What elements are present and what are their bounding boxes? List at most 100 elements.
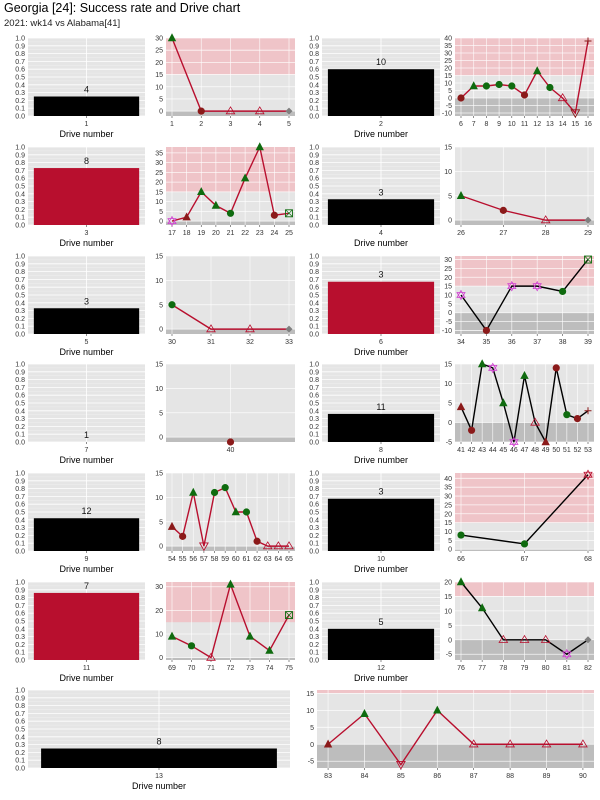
point-circle [573,415,582,423]
y-tick-label: 0.4 [309,408,319,415]
x-axis-title: Drive number [59,347,113,357]
y-tick-label: 0.4 [15,517,25,524]
y-tick-label: 5 [448,401,452,408]
y-tick-label: 25 [444,502,452,509]
y-tick-label: 0.9 [309,587,319,594]
y-tick-label: 0.4 [309,82,319,89]
point-diamond [584,636,592,644]
y-tick-label: 0.0 [309,658,319,665]
bar-count-label: 5 [378,617,383,627]
bar-panel-drive-10: 0.00.10.20.30.40.50.60.70.80.91.0 3 10Driv… [309,471,440,574]
point-star [562,648,572,658]
y-tick-label: 0.6 [15,176,25,183]
drive-line [460,195,588,221]
y-tick-label: 30 [155,160,163,167]
point-circle [187,642,196,650]
x-tick-label: 5 [85,339,89,346]
y-tick-label: 0.7 [309,603,319,610]
point-triangle [240,173,250,182]
point-circle [520,91,529,99]
point-triangle [541,437,550,446]
y-tick-label: 0.3 [15,199,25,206]
point-triangle [477,359,487,368]
y-tick-label: 30 [444,51,452,58]
x-tick-label: 23 [256,230,264,237]
y-tick-label: 0.0 [15,549,25,556]
drive-line [327,709,583,766]
y-tick-label: 20 [155,180,163,187]
y-tick-label: 0.4 [309,300,319,307]
y-tick-label: 0.4 [15,82,25,89]
success-rate-bar [33,592,140,660]
point-circle [508,82,516,90]
x-tick-label: 31 [207,339,215,346]
panel-background [166,256,295,334]
y-tick-label: 1.0 [15,362,25,369]
y-tick-label: 0.1 [15,650,25,657]
y-tick-label: 0.0 [309,440,319,447]
y-tick-label: 0.5 [15,184,25,191]
point-square-x [584,255,592,264]
y-tick-label: -5 [446,652,452,659]
y-tick-label: 30 [444,494,452,501]
point-plus [584,37,592,45]
good-zone-band [317,690,594,694]
y-tick-label: 0.0 [15,766,25,773]
point-triangle-open [284,541,294,550]
y-tick-label: 0 [159,109,163,116]
success-rate-bar [41,748,277,768]
y-tick-label: -5 [446,440,452,447]
y-tick-label: 0.4 [309,191,319,198]
point-star-b [583,471,593,481]
x-tick-label: 33 [285,339,293,346]
success-rate-bar [33,518,140,551]
bar-count-label: 10 [376,57,386,67]
y-tick-label: 35 [444,485,452,492]
point-circle [559,287,567,296]
point-triangle-open [540,634,551,643]
y-tick-label: 5 [448,301,452,308]
x-tick-label: 18 [183,230,191,237]
y-tick-label: 0.1 [309,215,319,222]
drive-chart-panel-2: 0 5 10 15 20 25 30 35 17 18 19 20 21 22 23 24 25 [155,142,295,237]
y-tick-label: 0.5 [309,184,319,191]
y-tick-label: 10 [444,81,452,88]
point-star [583,469,593,478]
y-tick-label: 5 [448,623,452,630]
y-tick-label: 0.6 [15,611,25,618]
point-triangle [456,402,466,411]
point-triangle [167,521,177,530]
y-tick-label: 0.7 [15,603,25,610]
point-star [488,362,498,371]
point-square-x-cross [584,255,592,264]
point-circle [482,326,490,335]
y-tick-label: 20 [444,275,452,282]
point-triangle-open [519,634,530,643]
y-tick-label: 0.6 [309,67,319,74]
bar-panel-drive-12: 0.00.10.20.30.40.50.60.70.80.91.0 5 12Driv… [309,580,440,683]
x-tick-label: 59 [221,556,229,563]
success-rate-bar [33,308,140,334]
y-tick-label: 20 [155,608,163,615]
x-tick-label: 13 [155,773,163,780]
y-tick-label: 0.5 [15,510,25,517]
y-tick-label: -5 [308,759,314,766]
x-tick-label: 16 [584,121,592,128]
y-tick-label: 0.1 [15,215,25,222]
point-triangle [456,577,466,586]
y-tick-label: 0.2 [309,316,319,323]
x-axis-title: Drive number [354,238,408,248]
point-triangle [197,187,206,196]
y-tick-label: 25 [155,48,163,55]
point-star [532,280,542,290]
y-tick-label: 0.7 [309,59,319,66]
y-tick-label: 0.7 [15,168,25,175]
y-tick-label: 0.8 [309,269,319,276]
y-tick-label: 0.5 [309,401,319,408]
y-tick-label: 10 [306,708,314,715]
y-tick-label: 0.6 [15,285,25,292]
point-circle [168,301,176,309]
y-tick-label: 0.2 [309,98,319,105]
point-circle [270,211,278,219]
y-tick-label: 0.1 [309,650,319,657]
